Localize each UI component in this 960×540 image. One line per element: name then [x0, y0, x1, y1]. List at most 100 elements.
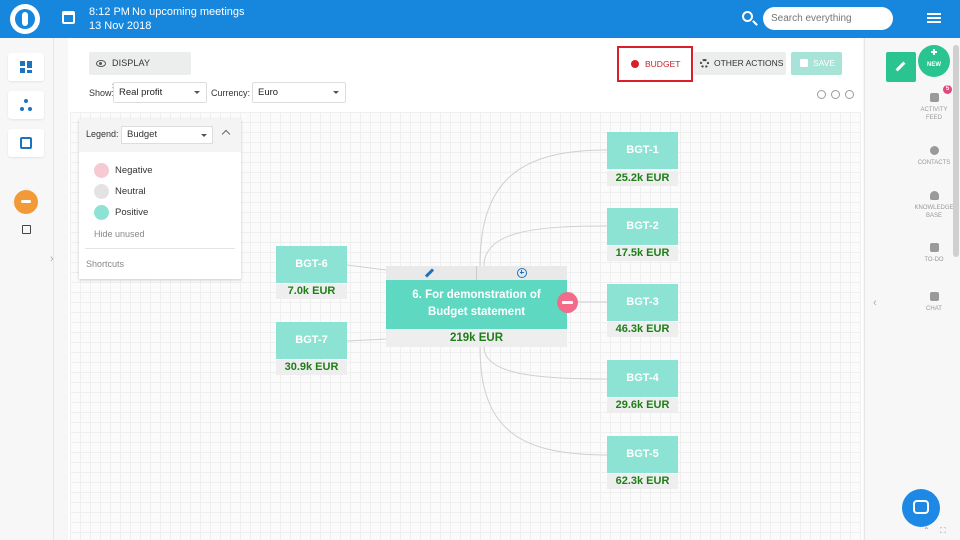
- current-time: 8:12 PM: [89, 6, 130, 18]
- connector-bgt-4: [483, 346, 608, 380]
- dashboard-button[interactable]: [8, 53, 44, 81]
- node-bgt-3[interactable]: BGT-3: [607, 284, 678, 321]
- search-input[interactable]: [763, 7, 893, 30]
- legend-collapse-icon[interactable]: [221, 129, 231, 139]
- activity-badge: 5: [943, 85, 952, 94]
- node-bgt-7[interactable]: BGT-7: [276, 322, 347, 359]
- toolbar-divider: [476, 266, 477, 280]
- chat-launcher-button[interactable]: [902, 489, 940, 527]
- node-bgt-5[interactable]: BGT-5: [607, 436, 678, 473]
- main-node[interactable]: 6. For demonstration of Budget statement…: [386, 266, 567, 347]
- activity-feed-item[interactable]: ACTIVITY FEED: [910, 93, 958, 122]
- budget-icon: [631, 60, 639, 68]
- hierarchy-icon: [20, 99, 32, 111]
- main-node-toolbar: [386, 266, 567, 280]
- clipboard-icon: [20, 137, 32, 149]
- knowledge-base-item[interactable]: KNOWLEDGE BASE: [910, 191, 958, 220]
- activity-feed-line1: ACTIVITY: [920, 107, 948, 113]
- budget-highlight-frame: [617, 46, 693, 82]
- node-bgt-1-value: 25.2k EUR: [607, 171, 678, 186]
- contacts-item[interactable]: CONTACTS: [910, 146, 958, 167]
- new-button[interactable]: NEW: [918, 45, 950, 77]
- positive-swatch: [94, 205, 109, 220]
- save-label: SAVE: [813, 58, 836, 68]
- legend-divider: [85, 248, 235, 249]
- connector-bgt-6: [346, 264, 387, 271]
- legend-neutral: Neutral: [115, 186, 146, 197]
- node-bgt-6[interactable]: BGT-6: [276, 246, 347, 283]
- legend-select[interactable]: Budget: [121, 126, 213, 144]
- node-bgt-4-value: 29.6k EUR: [607, 398, 678, 413]
- contacts-label: CONTACTS: [917, 160, 951, 166]
- node-bgt-2-value: 17.5k EUR: [607, 246, 678, 261]
- knowledge-base-line1: KNOWLEDGE: [914, 205, 954, 211]
- flag-icon: [929, 93, 939, 102]
- connector-bgt-2: [483, 225, 608, 267]
- calendar-icon[interactable]: [62, 11, 75, 24]
- search-icon[interactable]: [742, 11, 753, 22]
- shortcuts-link[interactable]: Shortcuts: [86, 259, 125, 269]
- knowledge-base-line2: BASE: [925, 213, 942, 219]
- other-actions-label: OTHER ACTIONS: [714, 58, 784, 68]
- todo-item[interactable]: TO-DO: [910, 243, 958, 264]
- chat-item[interactable]: CHAT: [910, 292, 958, 313]
- show-select[interactable]: Real profit: [113, 82, 207, 103]
- collapse-chart-icon[interactable]: ‹: [873, 297, 877, 309]
- legend-positive: Positive: [115, 207, 149, 218]
- checklist-icon: [929, 243, 939, 252]
- scroll-up-icon[interactable]: ⌃: [923, 526, 930, 535]
- currency-label: Currency:: [211, 88, 251, 98]
- neutral-swatch: [94, 184, 109, 199]
- logo-icon[interactable]: [10, 4, 40, 34]
- zoom-reset-icon[interactable]: [831, 90, 840, 99]
- hamburger-menu-icon[interactable]: [927, 13, 941, 15]
- collapse-branch-button[interactable]: [557, 292, 578, 313]
- node-bgt-1[interactable]: BGT-1: [607, 132, 678, 169]
- other-actions-button[interactable]: OTHER ACTIONS: [694, 52, 786, 75]
- structure-button[interactable]: [8, 91, 44, 119]
- zoom-in-icon[interactable]: [817, 90, 826, 99]
- main-node-title: 6. For demonstration of Budget statement: [386, 280, 567, 329]
- node-bgt-4[interactable]: BGT-4: [607, 360, 678, 397]
- sign-out-icon[interactable]: [22, 225, 31, 234]
- currency-select[interactable]: Euro: [252, 82, 346, 103]
- expand-sidebar-icon[interactable]: ›: [50, 253, 54, 265]
- meetings-status[interactable]: No upcoming meetings: [132, 6, 245, 18]
- add-circle-icon[interactable]: [517, 268, 527, 278]
- legend-header: Legend: Budget: [79, 119, 241, 152]
- add-user-icon[interactable]: [14, 190, 38, 214]
- budget-label: BUDGET: [645, 59, 681, 69]
- legend-label: Legend:: [86, 129, 119, 139]
- node-bgt-7-value: 30.9k EUR: [276, 360, 347, 375]
- scrollbar-thumb[interactable]: [953, 45, 959, 257]
- edit-fab-button[interactable]: [886, 52, 916, 82]
- node-bgt-5-value: 62.3k EUR: [607, 474, 678, 489]
- dashboard-icon: [20, 61, 32, 73]
- node-bgt-6-value: 7.0k EUR: [276, 284, 347, 299]
- chat-bubble-icon: [929, 292, 939, 301]
- save-button[interactable]: SAVE: [791, 52, 842, 75]
- zoom-out-icon[interactable]: [845, 90, 854, 99]
- fullscreen-icon[interactable]: ⛶: [940, 526, 946, 535]
- pencil-icon[interactable]: [424, 268, 435, 278]
- person-icon: [929, 146, 939, 155]
- main-node-title-line2: Budget statement: [427, 306, 526, 318]
- node-bgt-2[interactable]: BGT-2: [607, 208, 678, 245]
- connector-bgt-7: [346, 338, 387, 342]
- connector-bgt-5: [479, 346, 608, 456]
- node-bgt-3-value: 46.3k EUR: [607, 322, 678, 337]
- gear-icon: [700, 59, 709, 68]
- budget-button[interactable]: BUDGET: [623, 53, 687, 75]
- eye-icon: [96, 60, 106, 67]
- legend-negative: Negative: [115, 165, 153, 176]
- right-sidebar: [864, 38, 960, 540]
- chat-label: CHAT: [926, 306, 942, 312]
- hide-unused-link[interactable]: Hide unused: [94, 229, 145, 239]
- negative-swatch: [94, 163, 109, 178]
- left-sidebar: ›: [0, 38, 54, 540]
- tasks-button[interactable]: [8, 129, 44, 157]
- top-bar: 8:12 PM No upcoming meetings 13 Nov 2018: [0, 0, 960, 38]
- legend-panel: Legend: Budget Negative Neutral Positive…: [79, 119, 241, 279]
- main-node-value: 219k EUR: [386, 329, 567, 347]
